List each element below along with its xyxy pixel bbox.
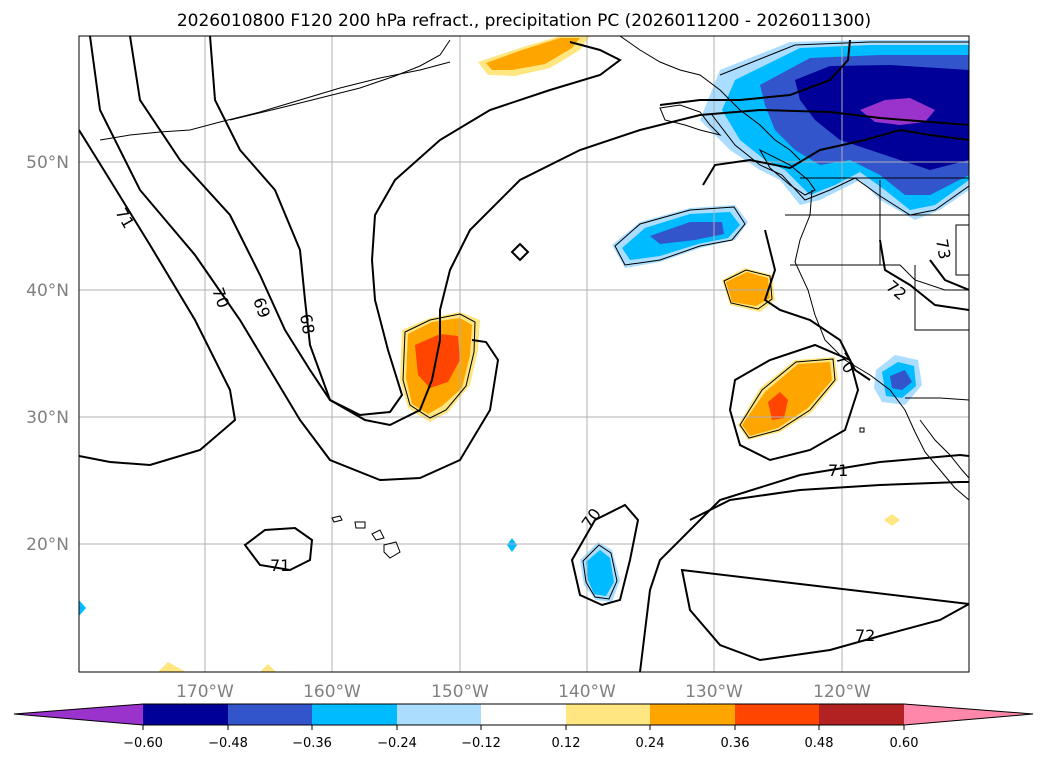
pos-anomaly-gulf-of-alaska-orange	[486, 38, 580, 70]
colorbar-tick-label-6: 0.12	[552, 736, 581, 751]
contour-70-closed-subtropical	[570, 503, 640, 607]
contour-label-73: 73	[932, 237, 954, 260]
contour-70-closed-off-baja	[728, 343, 860, 462]
border-us-mexico	[905, 397, 969, 401]
graticule	[79, 36, 969, 672]
contour-72-northeast	[659, 39, 851, 106]
lat-label-50n: 50°N	[26, 153, 69, 173]
coast-hawaii-3	[371, 529, 385, 541]
colorbar-tick-label-9: 0.48	[805, 736, 834, 751]
coast-hawaii-big-island	[383, 541, 401, 559]
colorbar-tick-label-5: −0.12	[461, 736, 501, 751]
latitude-labels: 50°N 40°N 30°N 20°N	[26, 153, 69, 555]
contour-71-south	[639, 453, 969, 672]
coast-aleutians	[99, 61, 451, 141]
pos-anomaly-central-north-pacific-red	[415, 334, 460, 388]
contour-label-71-south: 71	[828, 461, 848, 480]
contour-70-west	[89, 36, 500, 482]
contour-anomaly-subtropical	[582, 544, 618, 600]
contour-anomaly-central-pacific	[614, 206, 746, 266]
contour-anomaly-pacific-northwest	[711, 41, 969, 216]
neg-anomaly-subtropical-mid	[586, 550, 614, 596]
pos-anomaly-small-dot-east	[884, 514, 900, 526]
colorbar-tick-label-1: −0.60	[123, 736, 163, 751]
colorbar-segment-2	[228, 704, 312, 725]
colorbar-segment-8	[735, 704, 819, 725]
neg-anomaly-small-dot-hawaii-east	[507, 538, 517, 552]
lon-label-120w: 120°W	[813, 682, 871, 702]
lon-label-150w: 150°W	[431, 682, 489, 702]
contour-anomaly-california-coast	[723, 269, 773, 310]
contour-closed-small	[510, 242, 530, 262]
colorbar-tick-marks	[142, 725, 905, 730]
map-frame	[78, 35, 970, 673]
colorbar-segment-3	[312, 704, 397, 725]
longitude-labels: 170°W 160°W 150°W 140°W 130°W 120°W	[176, 682, 871, 702]
colorbar-segment-1	[143, 704, 228, 725]
precip-shading	[79, 36, 969, 672]
coast-us-west	[794, 189, 969, 501]
contour-72-south	[680, 481, 969, 662]
contour-70-coastal	[702, 128, 969, 186]
colorbar-tick-label-3: −0.36	[292, 736, 332, 751]
colorbar-segment-6	[566, 704, 650, 725]
neg-anomaly-small-dot-west	[79, 600, 86, 616]
colorbar: −0.60 −0.48 −0.36 −0.24 −0.12 0.12 0.24 …	[13, 703, 1034, 751]
colorbar-tick-label-8: 0.36	[721, 736, 750, 751]
colorbar-tick-label-7: 0.24	[636, 736, 665, 751]
lon-label-130w: 130°W	[685, 682, 743, 702]
lon-label-140w: 140°W	[558, 682, 616, 702]
coastlines	[99, 36, 969, 600]
lat-label-30n: 30°N	[26, 408, 69, 428]
colorbar-extend-min	[14, 704, 143, 725]
contour-anomaly-off-baja	[739, 358, 836, 439]
border-states-5	[955, 224, 969, 276]
lat-label-20n: 20°N	[26, 535, 69, 555]
contour-68	[209, 36, 622, 417]
coast-hawaii-2	[354, 521, 366, 529]
contour-69	[129, 36, 969, 427]
colorbar-tick-labels: −0.60 −0.48 −0.36 −0.24 −0.12 0.12 0.24 …	[123, 736, 918, 751]
map-area: 71 70 69 68 71 70 71 72 73 72 70	[78, 35, 970, 673]
contour-label-72-south: 72	[855, 626, 875, 645]
neg-anomaly-central-pacific-blue	[650, 222, 724, 244]
lon-label-170w: 170°W	[176, 682, 234, 702]
coast-alaska-peninsula	[229, 39, 451, 121]
map-title: 2026010800 F120 200 hPa refract., precip…	[177, 11, 871, 31]
lat-label-40n: 40°N	[26, 281, 69, 301]
colorbar-tick-label-4: −0.24	[377, 736, 417, 751]
colorbar-extend-max	[904, 704, 1033, 725]
contour-71-west	[79, 129, 237, 467]
coast-guadalupe	[859, 427, 865, 433]
neg-anomaly-southern-california-blue	[890, 370, 912, 390]
pos-anomaly-small-dot-southwest	[158, 662, 186, 672]
contour-73	[929, 259, 969, 291]
contour-72-coastal	[879, 239, 969, 311]
refractivity-contours	[79, 36, 969, 672]
coast-hawaii-1	[331, 515, 343, 523]
colorbar-segment-4	[397, 704, 481, 725]
colorbar-tick-label-10: 0.60	[890, 736, 919, 751]
colorbar-segment-9	[819, 704, 904, 725]
colorbar-tick-label-2: −0.48	[208, 736, 248, 751]
pos-anomaly-small-dot-south	[260, 664, 276, 672]
colorbar-segment-7	[650, 704, 735, 725]
coast-alaska-panhandle	[619, 36, 801, 161]
contour-label-71-southwest: 71	[270, 556, 290, 575]
pos-anomaly-off-baja-red	[768, 392, 788, 420]
pos-anomaly-california-coast-orange	[726, 272, 770, 306]
colorbar-segment-5	[481, 704, 566, 725]
contour-71-closed-southwest	[243, 526, 314, 572]
contour-anomaly-central-north-pacific	[402, 313, 476, 419]
contour-label-68: 68	[296, 312, 318, 335]
lon-label-160w: 160°W	[303, 682, 361, 702]
border-states-4	[914, 265, 969, 331]
